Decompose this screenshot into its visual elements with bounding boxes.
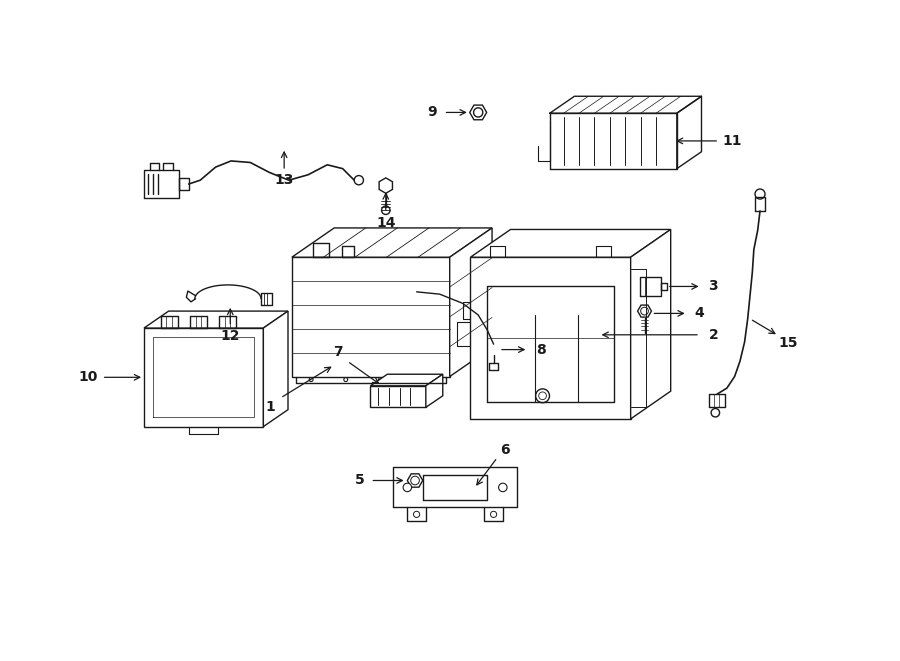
- Text: 3: 3: [708, 280, 718, 293]
- Circle shape: [536, 389, 550, 403]
- Circle shape: [410, 476, 419, 485]
- Circle shape: [473, 108, 482, 117]
- Polygon shape: [471, 257, 631, 419]
- Text: 4: 4: [694, 307, 704, 321]
- Text: 9: 9: [428, 106, 436, 120]
- Polygon shape: [450, 228, 492, 377]
- Text: 7: 7: [333, 345, 343, 359]
- Text: 12: 12: [220, 329, 240, 343]
- Polygon shape: [631, 229, 670, 419]
- Text: 13: 13: [274, 173, 293, 187]
- Polygon shape: [292, 257, 450, 377]
- Circle shape: [403, 483, 411, 492]
- Circle shape: [499, 483, 507, 492]
- Polygon shape: [371, 386, 426, 407]
- Text: 5: 5: [355, 473, 365, 488]
- Circle shape: [379, 377, 382, 381]
- Text: 1: 1: [266, 401, 275, 414]
- Circle shape: [755, 189, 765, 199]
- Text: 10: 10: [79, 370, 98, 384]
- Circle shape: [488, 344, 499, 355]
- Circle shape: [310, 377, 313, 381]
- Circle shape: [382, 206, 390, 214]
- Text: 8: 8: [536, 342, 546, 356]
- Circle shape: [491, 512, 497, 518]
- Polygon shape: [144, 311, 288, 328]
- Circle shape: [711, 408, 720, 417]
- Circle shape: [355, 176, 364, 185]
- Text: 6: 6: [500, 443, 510, 457]
- Polygon shape: [426, 374, 443, 407]
- Polygon shape: [292, 228, 492, 257]
- Polygon shape: [144, 328, 264, 426]
- Circle shape: [413, 512, 419, 518]
- Text: 2: 2: [709, 328, 719, 342]
- Text: 11: 11: [723, 134, 742, 148]
- Polygon shape: [371, 374, 443, 386]
- Polygon shape: [264, 311, 288, 426]
- Circle shape: [413, 377, 417, 381]
- Text: 15: 15: [778, 336, 798, 350]
- Circle shape: [539, 392, 546, 400]
- Circle shape: [344, 377, 347, 381]
- Polygon shape: [471, 229, 670, 257]
- Text: 14: 14: [376, 215, 395, 229]
- Circle shape: [641, 307, 648, 315]
